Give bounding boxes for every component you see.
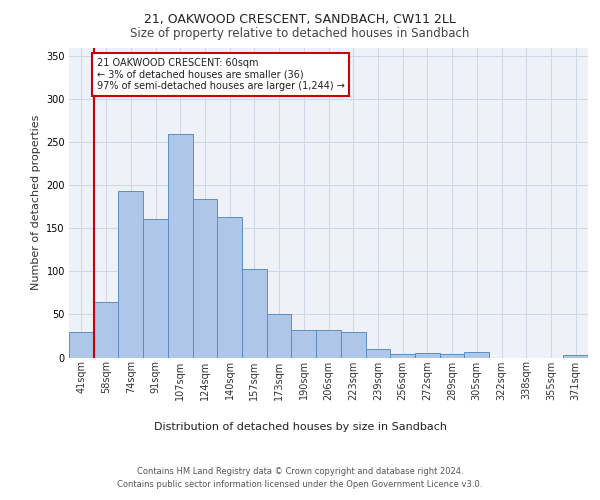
Text: 21 OAKWOOD CRESCENT: 60sqm
← 3% of detached houses are smaller (36)
97% of semi-: 21 OAKWOOD CRESCENT: 60sqm ← 3% of detac… [97,58,344,91]
Y-axis label: Number of detached properties: Number of detached properties [31,115,41,290]
Bar [390,354,415,358]
Bar [365,349,390,358]
Text: 21, OAKWOOD CRESCENT, SANDBACH, CW11 2LL: 21, OAKWOOD CRESCENT, SANDBACH, CW11 2LL [144,12,456,26]
Text: Contains HM Land Registry data © Crown copyright and database right 2024.
Contai: Contains HM Land Registry data © Crown c… [118,468,482,489]
Bar [193,199,217,358]
Bar [341,332,365,357]
Bar [69,332,94,357]
Bar [563,355,588,358]
Text: Size of property relative to detached houses in Sandbach: Size of property relative to detached ho… [130,28,470,40]
Bar [168,134,193,358]
Bar [316,330,341,357]
Bar [217,217,242,358]
Text: Distribution of detached houses by size in Sandbach: Distribution of detached houses by size … [154,422,446,432]
Bar [242,269,267,358]
Bar [143,219,168,358]
Bar [292,330,316,357]
Bar [415,353,440,358]
Bar [267,314,292,358]
Bar [464,352,489,358]
Bar [118,192,143,358]
Bar [94,302,118,358]
Bar [440,354,464,358]
